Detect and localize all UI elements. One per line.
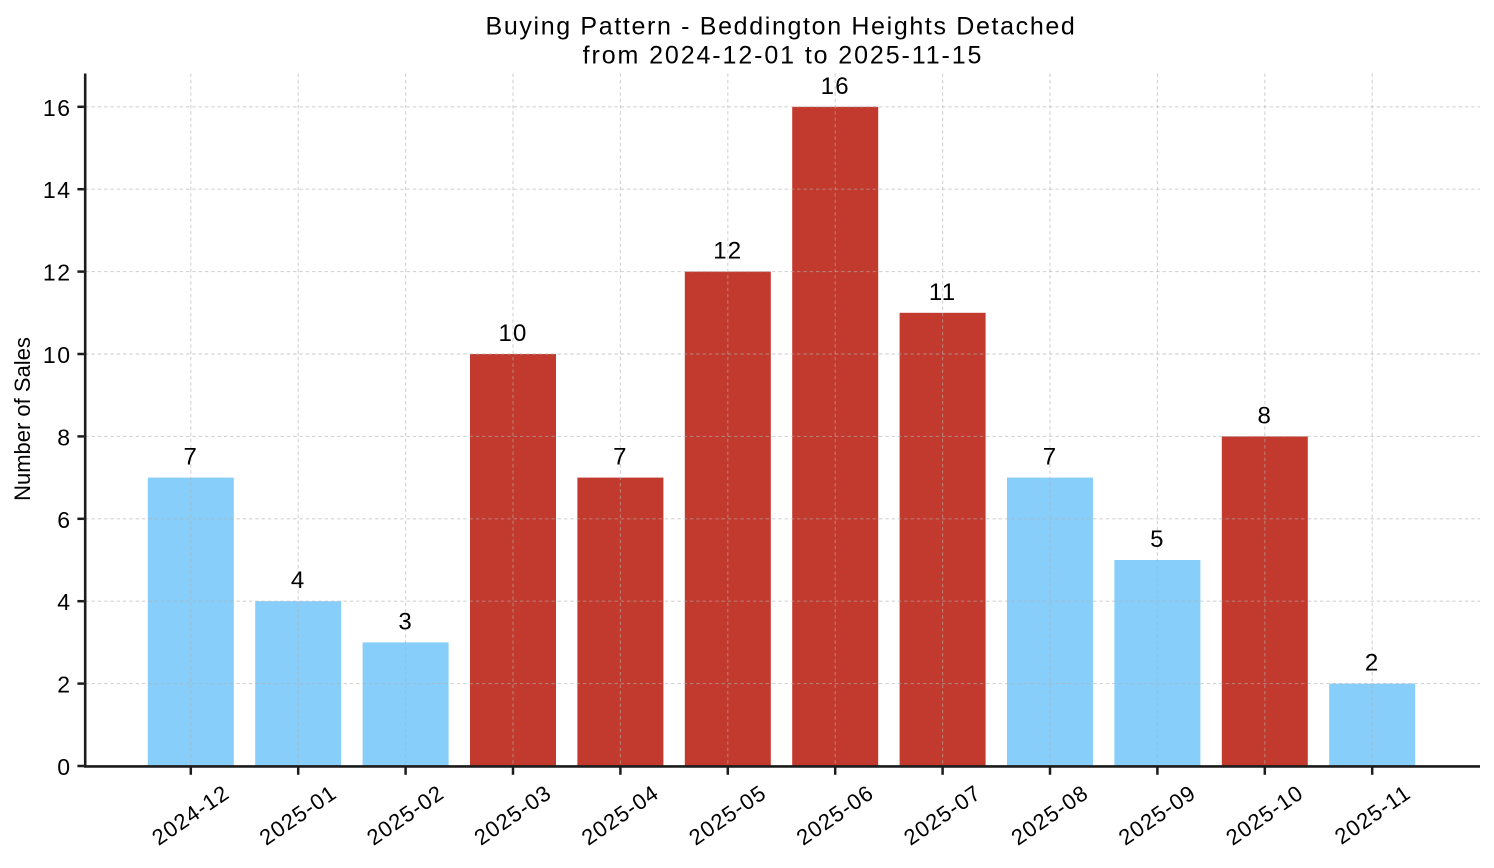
svg-text:4: 4 [291,567,306,594]
svg-text:8: 8 [1258,402,1273,429]
svg-text:Number of Sales: Number of Sales [10,337,35,501]
svg-text:12: 12 [713,238,742,265]
svg-text:7: 7 [613,444,628,471]
svg-text:Buying Pattern - Beddington He: Buying Pattern - Beddington Heights Deta… [486,13,1077,41]
svg-text:7: 7 [184,444,199,471]
svg-text:16: 16 [43,95,72,121]
svg-text:8: 8 [57,424,71,450]
svg-text:10: 10 [498,320,527,347]
svg-text:0: 0 [57,754,71,780]
svg-text:2: 2 [1365,650,1380,677]
svg-text:10: 10 [43,342,72,368]
svg-text:12: 12 [43,260,72,286]
svg-text:4: 4 [57,589,71,615]
svg-text:5: 5 [1150,526,1165,553]
svg-text:3: 3 [398,608,413,635]
svg-text:16: 16 [821,73,850,100]
svg-text:11: 11 [929,279,956,306]
svg-text:2: 2 [57,672,71,698]
svg-text:from 2024-12-01 to 2025-11-15: from 2024-12-01 to 2025-11-15 [583,42,984,70]
svg-text:7: 7 [1043,444,1058,471]
svg-text:6: 6 [57,507,71,533]
svg-text:14: 14 [43,177,72,203]
